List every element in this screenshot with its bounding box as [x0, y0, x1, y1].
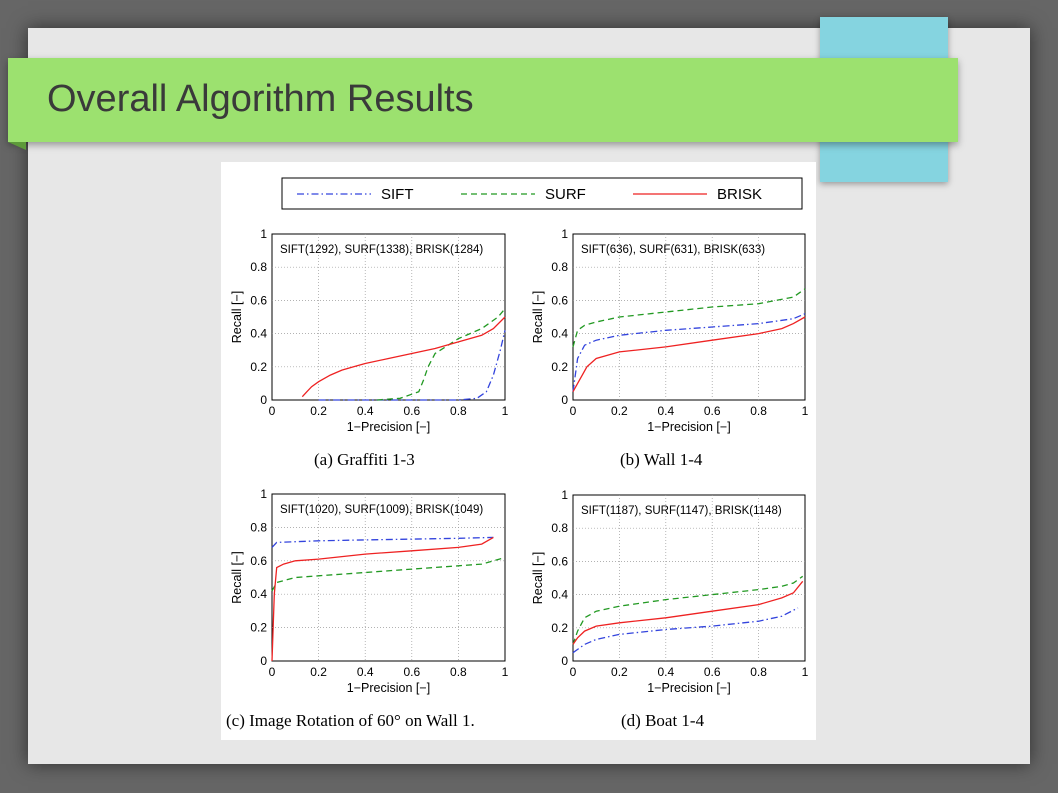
panel-d-plot-area — [572, 494, 806, 662]
panel-d-series-sift — [572, 607, 799, 654]
panel-c-y-tick-label: 0.4 — [250, 587, 267, 601]
panel-b-x-tick-label: 1 — [802, 404, 809, 418]
panel-c-y-tick-label: 0 — [260, 654, 267, 668]
panel-a-x-tick-label: 0 — [269, 404, 276, 418]
legend-label-sift: SIFT — [381, 186, 414, 203]
panel-d-x-tick-label: 0.8 — [750, 665, 767, 679]
panel-c-y-tick-label: 0.6 — [250, 554, 267, 568]
panel-a-y-tick-label: 0.4 — [250, 327, 267, 341]
panel-a-y-tick-label: 1 — [260, 227, 267, 241]
panel-d-y-tick-label: 0.2 — [551, 621, 568, 635]
panel-a-x-tick-label: 0.2 — [310, 404, 327, 418]
panel-c-keypoint-counts: SIFT(1020), SURF(1009), BRISK(1049) — [280, 504, 483, 516]
panel-d-caption: (d) Boat 1-4 — [621, 711, 705, 730]
panel-a-x-tick-label: 0.4 — [357, 404, 374, 418]
panel-c-series-sift — [271, 536, 494, 548]
panel-b-x-tick-label: 0 — [570, 404, 577, 418]
panel-a-series-surf — [376, 308, 506, 401]
panel-c-series-surf — [271, 556, 506, 592]
legend-label-brisk: BRISK — [717, 186, 762, 203]
panel-b-x-tick-label: 0.4 — [657, 404, 674, 418]
panel-b-series-brisk — [572, 316, 806, 393]
panel-b-y-tick-label: 0 — [561, 393, 568, 407]
legend-box — [281, 177, 803, 210]
panel-c-x-tick-label: 0.6 — [403, 665, 420, 679]
panel-d-series-surf — [572, 575, 804, 645]
panel-b-x-tick-label: 0.8 — [750, 404, 767, 418]
panel-b-series-sift — [572, 313, 806, 392]
panel-b-x-axis-label: 1−Precision [−] — [647, 420, 730, 434]
panel-a-y-tick-label: 0.8 — [250, 260, 267, 274]
panel-d-x-tick-label: 0.2 — [611, 665, 628, 679]
panel-c-x-tick-label: 0.4 — [357, 665, 374, 679]
panel-a-y-tick-label: 0.6 — [250, 293, 267, 307]
title-banner — [8, 58, 958, 142]
panel-a-y-tick-label: 0 — [260, 393, 267, 407]
panel-a-y-axis-label: Recall [−] — [230, 291, 244, 343]
panel-b-y-tick-label: 0.4 — [551, 327, 568, 341]
legend-label-surf: SURF — [545, 186, 586, 203]
panel-d-x-tick-label: 1 — [802, 665, 809, 679]
panel-c-caption: (c) Image Rotation of 60° on Wall 1. — [226, 711, 475, 730]
panel-c-y-tick-label: 1 — [260, 487, 267, 501]
panel-d-series-brisk — [572, 580, 804, 645]
panel-b-keypoint-counts: SIFT(636), SURF(631), BRISK(633) — [581, 244, 765, 256]
panel-b-y-tick-label: 1 — [561, 227, 568, 241]
panel-a-series-brisk — [301, 316, 506, 398]
panel-a-y-tick-label: 0.2 — [250, 360, 267, 374]
panel-b-y-tick-label: 0.2 — [551, 360, 568, 374]
panel-d-x-tick-label: 0.6 — [704, 665, 721, 679]
panel-c-x-tick-label: 0.2 — [310, 665, 327, 679]
panel-c-x-tick-label: 0 — [269, 665, 276, 679]
figure-image: SIFT SURF BRISK 0 0.2 0.4 0.6 0.8 1 0 0.2 0.4 0.6 0.8… — [221, 162, 816, 740]
panel-a-keypoint-counts: SIFT(1292), SURF(1338), BRISK(1284) — [280, 244, 483, 256]
panel-b-series-surf — [572, 288, 806, 348]
panel-a-x-axis-label: 1−Precision [−] — [347, 420, 430, 434]
panel-b-plot-area — [572, 233, 806, 401]
panel-c-series-brisk — [271, 536, 494, 662]
panel-d-x-tick-label: 0.4 — [657, 665, 674, 679]
panel-d-keypoint-counts: SIFT(1187), SURF(1147), BRISK(1148) — [581, 505, 782, 517]
panel-d-y-tick-label: 0.4 — [551, 588, 568, 602]
panel-b-x-tick-label: 0.2 — [611, 404, 628, 418]
panel-d-x-tick-label: 0 — [570, 665, 577, 679]
panel-d-y-axis-label: Recall [−] — [531, 552, 545, 604]
panel-a-plot-area — [271, 233, 506, 401]
panel-b-caption: (b) Wall 1-4 — [620, 450, 703, 469]
chart-figure: SIFT SURF BRISK 0 0.2 0.4 0.6 0.8 1 0 0.2 0.4 0.6 0.8… — [226, 177, 809, 730]
panel-c-y-axis-label: Recall [−] — [230, 551, 244, 603]
panel-d-y-tick-label: 0 — [561, 654, 568, 668]
panel-d-y-tick-label: 0.8 — [551, 521, 568, 535]
title-banner-fold — [8, 142, 26, 150]
panel-a-caption: (a) Graffiti 1-3 — [314, 450, 415, 469]
panel-c-y-tick-label: 0.2 — [250, 621, 267, 635]
panel-c-x-tick-label: 0.8 — [450, 665, 467, 679]
panel-a-x-tick-label: 1 — [502, 404, 509, 418]
panel-b-x-tick-label: 0.6 — [704, 404, 721, 418]
panel-c-x-tick-label: 1 — [502, 665, 509, 679]
panel-c-x-axis-label: 1−Precision [−] — [347, 681, 430, 695]
panel-b-y-tick-label: 0.8 — [551, 260, 568, 274]
panel-c-plot-area — [271, 493, 506, 662]
panel-d-y-tick-label: 0.6 — [551, 554, 568, 568]
panel-b-y-tick-label: 0.6 — [551, 293, 568, 307]
panel-d-y-tick-label: 1 — [561, 488, 568, 502]
page-title: Overall Algorithm Results — [47, 78, 474, 120]
panel-a-x-tick-label: 0.6 — [403, 404, 420, 418]
panel-d-x-axis-label: 1−Precision [−] — [647, 681, 730, 695]
panel-a-x-tick-label: 0.8 — [450, 404, 467, 418]
panel-b-y-axis-label: Recall [−] — [531, 291, 545, 343]
panel-c-y-tick-label: 0.8 — [250, 520, 267, 534]
